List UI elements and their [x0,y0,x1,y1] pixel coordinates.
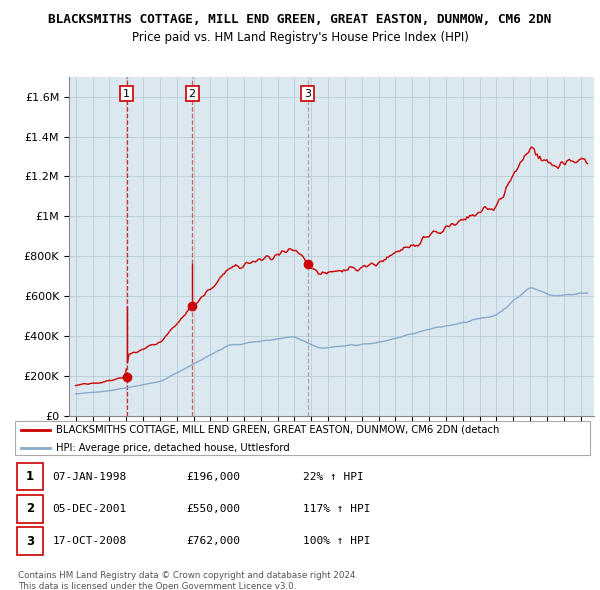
Text: 1: 1 [26,470,34,483]
Text: 2: 2 [188,88,196,99]
Text: £550,000: £550,000 [187,504,241,514]
Text: BLACKSMITHS COTTAGE, MILL END GREEN, GREAT EASTON, DUNMOW, CM6 2DN (detach: BLACKSMITHS COTTAGE, MILL END GREEN, GRE… [56,425,499,435]
Text: 1: 1 [123,88,130,99]
Text: 2: 2 [26,502,34,516]
Text: £762,000: £762,000 [187,536,241,546]
Text: 17-OCT-2008: 17-OCT-2008 [53,536,127,546]
Text: 22% ↑ HPI: 22% ↑ HPI [303,472,364,482]
Text: £196,000: £196,000 [187,472,241,482]
Text: BLACKSMITHS COTTAGE, MILL END GREEN, GREAT EASTON, DUNMOW, CM6 2DN: BLACKSMITHS COTTAGE, MILL END GREEN, GRE… [49,13,551,26]
Text: HPI: Average price, detached house, Uttlesford: HPI: Average price, detached house, Uttl… [56,442,289,453]
Text: This data is licensed under the Open Government Licence v3.0.: This data is licensed under the Open Gov… [18,582,296,590]
Text: 117% ↑ HPI: 117% ↑ HPI [303,504,371,514]
Text: 100% ↑ HPI: 100% ↑ HPI [303,536,371,546]
Text: 07-JAN-1998: 07-JAN-1998 [53,472,127,482]
FancyBboxPatch shape [17,495,43,523]
FancyBboxPatch shape [17,463,43,490]
FancyBboxPatch shape [15,421,590,455]
FancyBboxPatch shape [17,527,43,555]
Text: Contains HM Land Registry data © Crown copyright and database right 2024.: Contains HM Land Registry data © Crown c… [18,571,358,580]
Text: Price paid vs. HM Land Registry's House Price Index (HPI): Price paid vs. HM Land Registry's House … [131,31,469,44]
Text: 05-DEC-2001: 05-DEC-2001 [53,504,127,514]
Text: 3: 3 [304,88,311,99]
Text: 3: 3 [26,535,34,548]
